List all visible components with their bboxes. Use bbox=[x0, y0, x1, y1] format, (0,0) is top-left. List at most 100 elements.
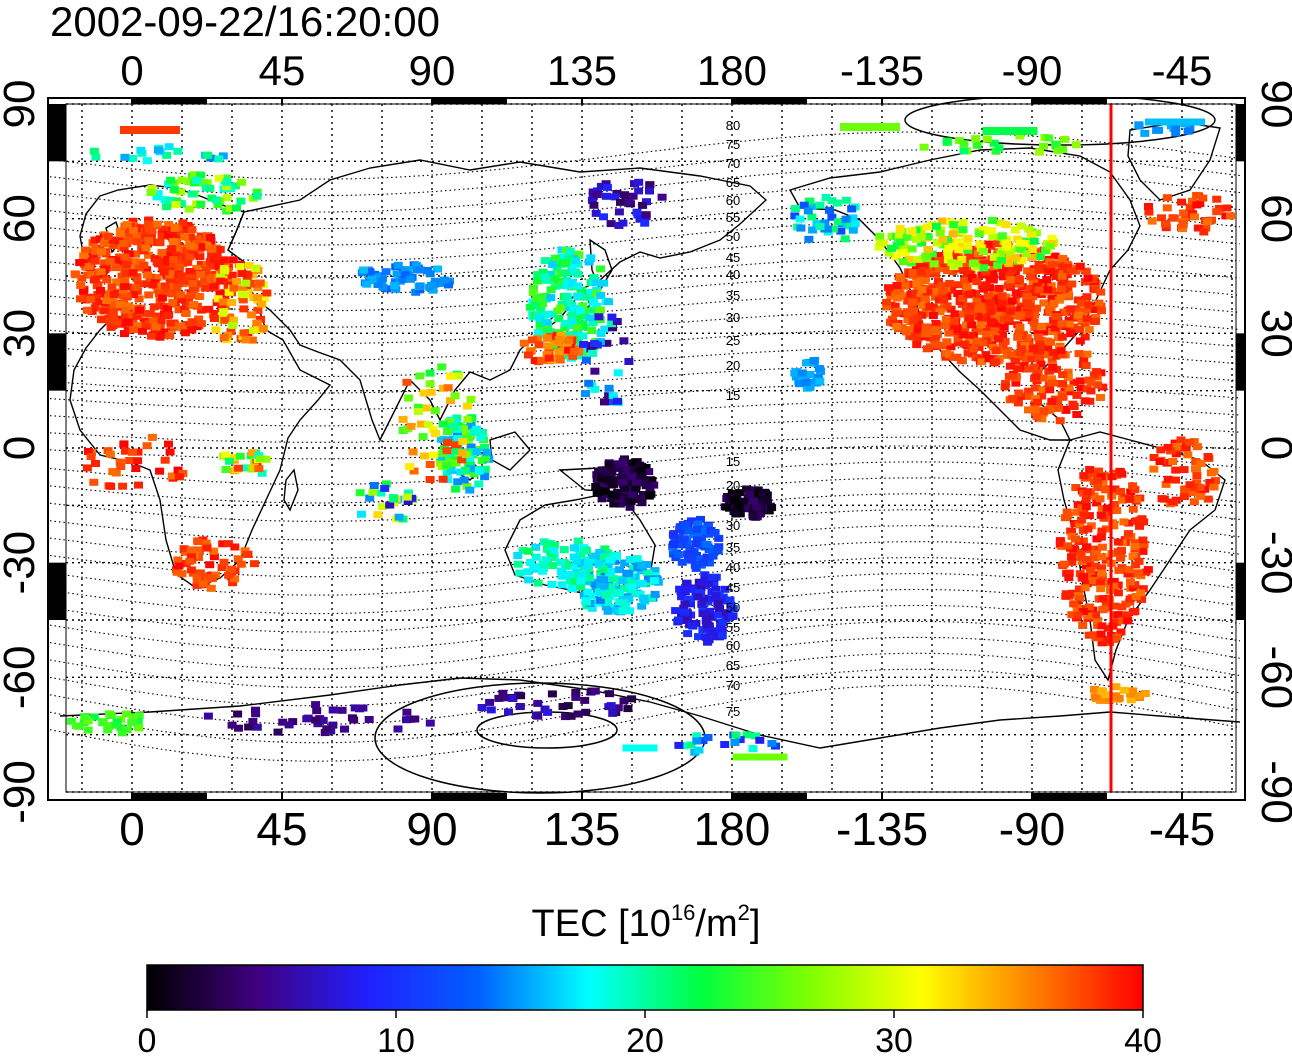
tec-cell bbox=[614, 222, 624, 229]
tec-cell bbox=[373, 511, 383, 519]
tec-cell bbox=[1096, 511, 1106, 519]
tec-cell bbox=[454, 372, 463, 380]
contour-label: 15 bbox=[726, 388, 740, 403]
tec-cell bbox=[414, 407, 423, 415]
tec-cell bbox=[1096, 533, 1106, 541]
tec-cell bbox=[1132, 517, 1141, 525]
tec-cell bbox=[603, 607, 613, 615]
tec-cell bbox=[220, 451, 230, 459]
tec-cell bbox=[466, 421, 476, 429]
tec-cell bbox=[122, 710, 131, 718]
tec-cell bbox=[581, 708, 591, 716]
tec-cell bbox=[730, 739, 740, 746]
tec-cell bbox=[576, 583, 586, 591]
tec-cell bbox=[1015, 245, 1025, 253]
tec-cell bbox=[134, 306, 144, 314]
tec-cell bbox=[1066, 330, 1076, 338]
tec-cell bbox=[134, 481, 143, 489]
tec-cell bbox=[980, 303, 990, 311]
tec-cell bbox=[173, 280, 183, 288]
tec-cell bbox=[1024, 365, 1034, 373]
tec-cell bbox=[1059, 560, 1069, 568]
tec-cell bbox=[592, 471, 602, 479]
tec-cell bbox=[896, 249, 906, 257]
tec-cell bbox=[303, 714, 313, 722]
tec-cell bbox=[1212, 208, 1222, 216]
tec-cell bbox=[70, 270, 80, 278]
tec-cell bbox=[620, 559, 630, 567]
tec-cell bbox=[559, 546, 569, 554]
tec-cell bbox=[1080, 320, 1090, 328]
tec-cell bbox=[1098, 595, 1108, 603]
lat-label-left: 30 bbox=[0, 309, 44, 358]
tec-cell bbox=[238, 285, 248, 293]
tec-cell bbox=[966, 302, 976, 310]
tec-cell bbox=[912, 236, 921, 244]
tec-cell bbox=[561, 560, 571, 568]
tec-cell bbox=[917, 233, 926, 240]
tec-cell bbox=[841, 215, 851, 223]
tec-cell bbox=[931, 341, 941, 349]
tec-cell bbox=[1026, 273, 1036, 281]
tec-cell bbox=[1139, 541, 1149, 548]
tec-cell bbox=[202, 242, 212, 250]
tec-cell bbox=[117, 272, 127, 280]
tec-cell bbox=[594, 559, 604, 567]
tec-cell bbox=[172, 248, 182, 256]
tec-cell bbox=[934, 277, 943, 285]
tec-cell bbox=[1079, 354, 1089, 362]
tec-cell bbox=[1088, 276, 1098, 284]
contour-line bbox=[49, 445, 1241, 485]
tec-cell bbox=[1013, 333, 1023, 341]
tec-cell bbox=[207, 245, 217, 253]
tec-cell bbox=[624, 479, 634, 487]
tec-cell bbox=[1024, 225, 1034, 233]
tec-cell bbox=[391, 285, 401, 293]
tec-cell bbox=[668, 540, 678, 548]
tec-cell bbox=[944, 329, 954, 337]
tec-cell bbox=[1185, 438, 1194, 446]
tec-cell bbox=[932, 239, 942, 247]
tec-cell bbox=[984, 355, 994, 363]
tec-cell bbox=[436, 435, 446, 443]
frame-bar-left bbox=[48, 562, 66, 620]
tec-cell bbox=[415, 266, 425, 274]
tec-cell bbox=[1083, 488, 1093, 496]
tec-cell bbox=[486, 706, 496, 714]
tec-cell bbox=[128, 319, 138, 327]
tec-cell bbox=[1000, 383, 1010, 391]
tec-cell bbox=[554, 355, 564, 363]
tec-cell bbox=[948, 268, 958, 276]
tec-cell bbox=[105, 317, 115, 325]
tec-cell bbox=[412, 262, 421, 270]
tec-cell bbox=[903, 316, 913, 324]
tec-cell bbox=[1116, 554, 1126, 562]
tec-cell bbox=[999, 323, 1009, 331]
tec-cell bbox=[141, 244, 151, 252]
tec-cell bbox=[934, 265, 944, 273]
tec-cell bbox=[1084, 631, 1094, 639]
tec-cell bbox=[1032, 323, 1042, 331]
tec-cell bbox=[744, 490, 754, 498]
tec-cell bbox=[185, 253, 195, 261]
tec-cell bbox=[995, 219, 1005, 227]
tec-cell bbox=[1024, 349, 1034, 357]
tec-cell bbox=[438, 475, 448, 483]
tec-cell bbox=[133, 238, 142, 246]
tec-cell bbox=[601, 591, 611, 599]
tec-cell bbox=[619, 490, 629, 498]
contour-label: 15 bbox=[726, 454, 740, 469]
tec-cell bbox=[1199, 228, 1209, 236]
tec-cell bbox=[1032, 282, 1042, 290]
tec-cell bbox=[235, 452, 245, 460]
tec-cell bbox=[212, 252, 222, 260]
tec-cell bbox=[632, 479, 641, 487]
tec-cell bbox=[981, 281, 991, 289]
tec-cell bbox=[1205, 478, 1215, 486]
tec-cell bbox=[892, 243, 902, 251]
tec-cell bbox=[588, 349, 598, 357]
tec-cell bbox=[698, 558, 708, 566]
tec-cell bbox=[1117, 603, 1127, 611]
tec-cell bbox=[109, 301, 119, 309]
tec-cell bbox=[168, 298, 178, 306]
